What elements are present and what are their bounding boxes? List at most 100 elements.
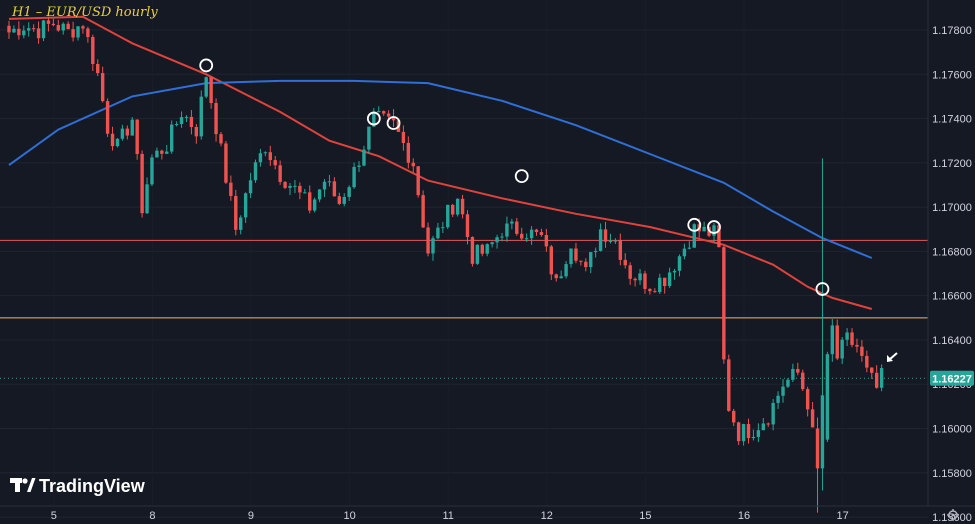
x-tick-label: 17 (836, 510, 848, 522)
candle-up (293, 185, 297, 187)
arrow-icon (887, 352, 898, 362)
current-price-label: 1.16227 (930, 370, 974, 386)
candle-up (248, 180, 253, 194)
candle-down (110, 133, 115, 147)
candle-down (46, 20, 51, 24)
candle-down (51, 23, 56, 26)
candle-up (830, 325, 835, 355)
candle-up (776, 395, 780, 403)
moving-averages (8, 15, 873, 310)
candle-down (628, 265, 632, 279)
candle-up (27, 28, 31, 31)
candle-down (717, 225, 721, 248)
candle-down (308, 192, 312, 211)
touch-marker-circle (707, 220, 721, 234)
candle-down (662, 277, 667, 287)
candle-down (618, 240, 623, 260)
tradingview-logo-icon (10, 478, 36, 492)
candle-down (648, 288, 652, 292)
candle-down (71, 29, 75, 38)
candle-up (791, 368, 795, 380)
candle-up (327, 181, 332, 183)
candle-down (584, 261, 588, 268)
candle-down (332, 181, 337, 197)
candle-down (17, 28, 21, 36)
candle-down (515, 221, 519, 234)
candle-up (362, 149, 366, 166)
candle-down (766, 423, 770, 425)
candle-down (36, 28, 41, 39)
candle-up (741, 424, 746, 442)
candle-up (677, 256, 682, 271)
tradingview-logo-text: TradingView (39, 476, 146, 496)
candle-up (184, 116, 189, 118)
candle-down (874, 372, 879, 388)
touch-marker-circle (815, 282, 830, 296)
candle-up (495, 237, 499, 243)
candle-down (465, 214, 470, 238)
candle-up (613, 240, 618, 242)
candle-up (130, 119, 134, 136)
x-tick-label: 10 (343, 510, 355, 522)
candle-down (870, 367, 874, 373)
candle-up (500, 236, 504, 238)
candle-down (416, 166, 420, 196)
candle-up (347, 187, 351, 197)
candle-down (135, 119, 139, 154)
candle-up (22, 30, 26, 36)
candle-down (451, 204, 455, 215)
candle-up (672, 270, 677, 273)
y-tick-label: 1.17400 (932, 114, 972, 126)
candle-up (667, 272, 672, 287)
settings-gear-icon[interactable] (947, 509, 959, 521)
candle-down (746, 424, 751, 439)
y-tick-label: 1.17800 (932, 25, 972, 37)
touch-marker-circle (366, 111, 381, 126)
candle-up (303, 192, 307, 194)
candle-up (367, 126, 371, 150)
candle-down (574, 248, 578, 261)
candle-up (263, 152, 268, 154)
candle-up (145, 184, 149, 214)
candle-up (598, 229, 603, 251)
candle-up (569, 248, 573, 265)
candle-up (781, 386, 785, 396)
y-tick-label: 1.16400 (932, 335, 972, 347)
candle-up (593, 250, 598, 253)
y-tick-label: 1.16000 (932, 424, 972, 436)
candle-up (490, 242, 494, 245)
x-tick-label: 12 (541, 510, 553, 522)
candle-down (224, 143, 228, 183)
candle-up (317, 189, 322, 200)
candle-down (539, 232, 544, 235)
candle-up (879, 368, 884, 388)
tradingview-logo[interactable]: TradingView (10, 476, 146, 496)
candle-up (756, 430, 761, 437)
candle-up (155, 150, 159, 158)
touch-marker-circle (514, 169, 529, 184)
x-tick-label: 16 (738, 510, 750, 522)
candle-up (608, 240, 613, 242)
candle-down (411, 162, 415, 167)
candle-up (342, 196, 346, 204)
candle-up (179, 117, 184, 125)
candle-up (820, 395, 825, 469)
candle-up (771, 402, 775, 425)
candle-down (273, 160, 277, 166)
candle-up (446, 204, 450, 228)
candle-down (268, 152, 272, 161)
candle-down (855, 344, 859, 347)
candle-up (559, 276, 563, 279)
candle-up (115, 138, 120, 147)
x-tick-label: 15 (639, 510, 651, 522)
candle-up (455, 198, 460, 215)
candle-down (86, 28, 90, 37)
candle-up (41, 20, 46, 39)
candle-down (234, 195, 238, 230)
candle-up (357, 165, 361, 167)
candle-down (727, 359, 731, 411)
candle-up (475, 244, 480, 264)
candle-up (258, 153, 263, 163)
